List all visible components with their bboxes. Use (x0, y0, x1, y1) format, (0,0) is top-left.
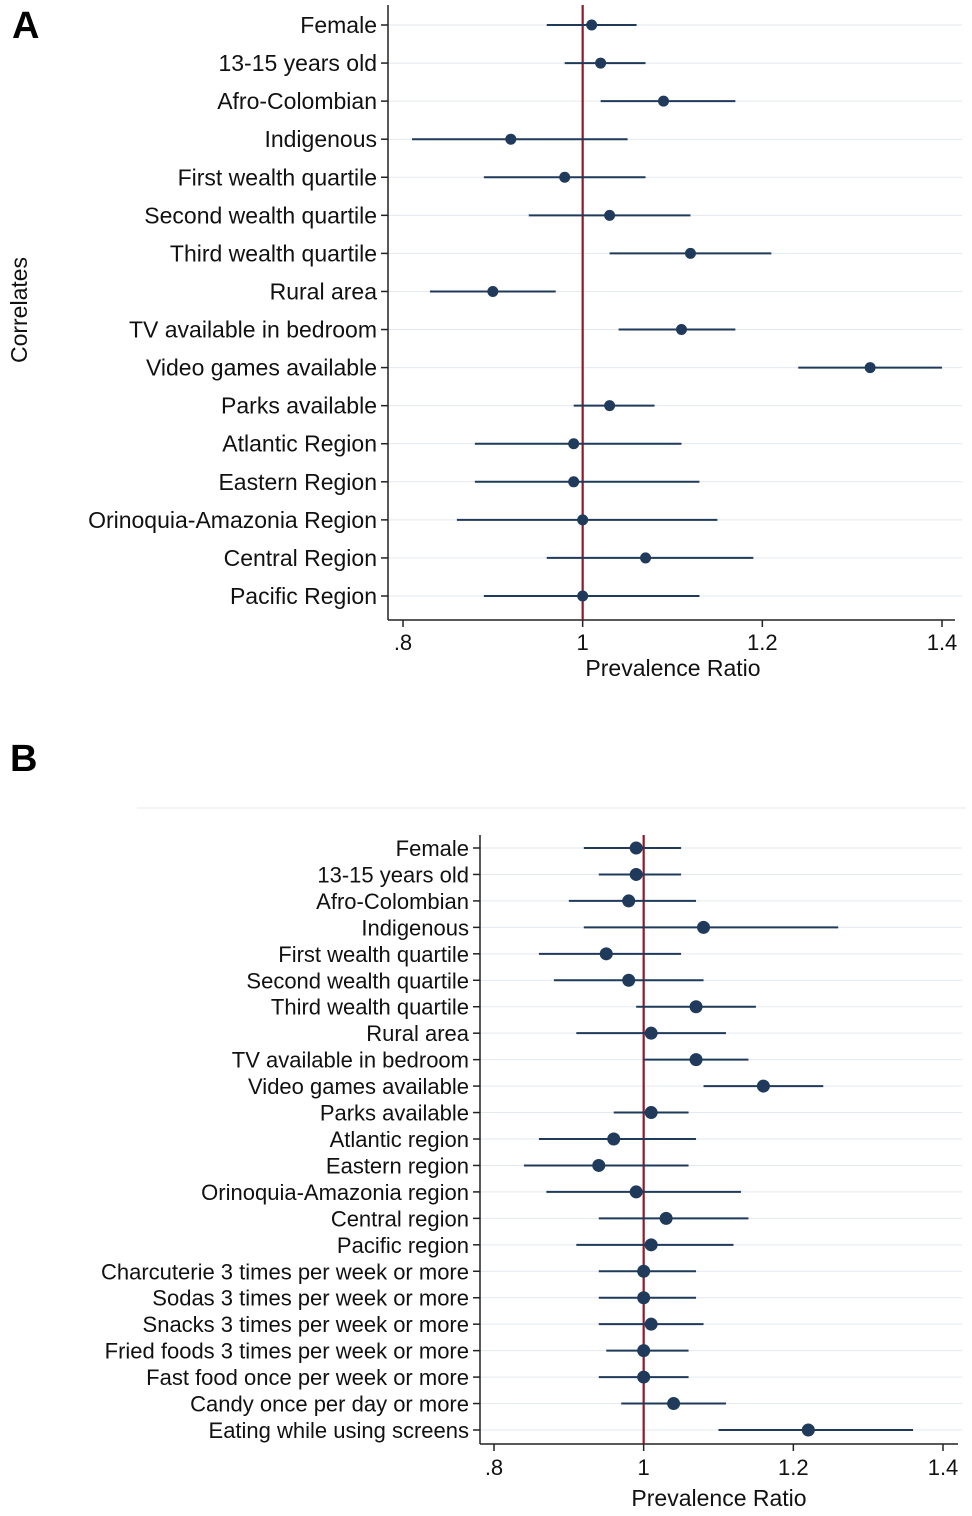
category-label: Orinoquia-Amazonia region (201, 1180, 469, 1205)
panel-b-label: B (10, 738, 37, 780)
category-label: Video games available (146, 355, 377, 381)
category-label: Afro-Colombian (316, 889, 469, 914)
point-estimate (607, 1132, 621, 1146)
category-label: Eastern Region (218, 469, 377, 495)
point-estimate (568, 476, 580, 488)
x-tick-label: 1 (638, 1455, 650, 1480)
category-label: First wealth quartile (278, 942, 469, 967)
category-label: Fried foods 3 times per week or more (105, 1339, 469, 1364)
category-label: Third wealth quartile (170, 240, 377, 266)
point-estimate (637, 1264, 651, 1278)
point-estimate (637, 1291, 651, 1305)
point-estimate (592, 1158, 606, 1172)
point-estimate (864, 362, 876, 374)
category-label: Female (300, 12, 377, 38)
x-tick-label: 1 (577, 630, 589, 655)
point-estimate (637, 1344, 651, 1358)
point-estimate (756, 1079, 770, 1093)
point-estimate (568, 438, 580, 450)
point-estimate (659, 1211, 673, 1225)
category-label: 13-15 years old (317, 862, 469, 887)
category-label: Pacific region (337, 1233, 469, 1258)
category-label: Central Region (224, 545, 377, 571)
category-label: Parks available (320, 1101, 469, 1126)
point-estimate (689, 1053, 703, 1067)
category-label: Charcuterie 3 times per week or more (101, 1259, 469, 1284)
point-estimate (629, 867, 643, 881)
x-tick-label: 1.4 (927, 630, 958, 655)
panel-a-plot: Female 13-15 years old Afro-Colombian Indig… (88, 5, 962, 655)
point-estimate (595, 57, 607, 69)
point-estimate (637, 1370, 651, 1384)
category-label: Afro-Colombian (217, 88, 377, 114)
category-label: Atlantic Region (222, 431, 377, 457)
point-estimate (604, 209, 616, 221)
x-tick-label: 1.2 (778, 1455, 809, 1480)
category-label: Video games available (248, 1074, 469, 1099)
category-label: First wealth quartile (178, 164, 377, 190)
x-tick-label: .8 (394, 630, 412, 655)
category-label: Sodas 3 times per week or more (152, 1286, 469, 1311)
point-estimate (658, 95, 670, 107)
point-estimate (667, 1397, 681, 1411)
point-estimate (629, 841, 643, 855)
point-estimate (644, 1026, 658, 1040)
point-estimate (629, 1185, 643, 1199)
category-label: Indigenous (264, 126, 377, 152)
panel-a-y-axis-title: Correlates (6, 257, 32, 363)
point-estimate (644, 1238, 658, 1252)
x-tick-label: 1.4 (928, 1455, 959, 1480)
category-label: Snacks 3 times per week or more (143, 1312, 469, 1337)
category-label: Candy once per day or more (190, 1392, 469, 1417)
category-label: Central region (331, 1206, 469, 1231)
category-label: Parks available (221, 393, 377, 419)
point-estimate (505, 133, 517, 145)
point-estimate (640, 552, 652, 564)
category-label: Fast food once per week or more (146, 1365, 469, 1390)
category-label: Rural area (366, 1021, 469, 1046)
category-label: Eastern region (326, 1153, 469, 1178)
point-estimate (644, 1317, 658, 1331)
point-estimate (577, 590, 589, 602)
point-estimate (604, 400, 616, 412)
point-estimate (644, 1106, 658, 1120)
point-estimate (697, 920, 711, 934)
point-estimate (487, 285, 499, 297)
category-label: Second wealth quartile (144, 202, 377, 228)
point-estimate (622, 894, 636, 908)
point-estimate (559, 171, 571, 183)
point-estimate (599, 947, 613, 961)
category-label: Atlantic region (330, 1127, 469, 1152)
category-label: Orinoquia-Amazonia Region (88, 507, 377, 533)
category-label: Rural area (270, 278, 378, 304)
category-label: Female (396, 836, 469, 861)
category-label: 13-15 years old (218, 50, 377, 76)
panel-a-x-axis-title: Prevalence Ratio (585, 655, 760, 681)
point-estimate (684, 247, 696, 259)
point-estimate (689, 1000, 703, 1014)
category-label: Indigenous (361, 915, 469, 940)
point-estimate (622, 973, 636, 987)
category-label: Third wealth quartile (271, 995, 469, 1020)
category-label: TV available in bedroom (129, 317, 377, 343)
panel-a-label: A (12, 5, 39, 47)
category-label: TV available in bedroom (232, 1048, 469, 1073)
panel-b-x-axis-title: Prevalence Ratio (631, 1485, 806, 1511)
x-tick-label: .8 (485, 1455, 503, 1480)
point-estimate (577, 514, 589, 526)
category-label: Second wealth quartile (246, 968, 469, 993)
point-estimate (586, 19, 598, 31)
x-tick-label: 1.2 (747, 630, 778, 655)
category-label: Eating while using screens (209, 1418, 469, 1443)
point-estimate (801, 1423, 815, 1437)
point-estimate (675, 324, 687, 336)
category-label: Pacific Region (230, 583, 377, 609)
